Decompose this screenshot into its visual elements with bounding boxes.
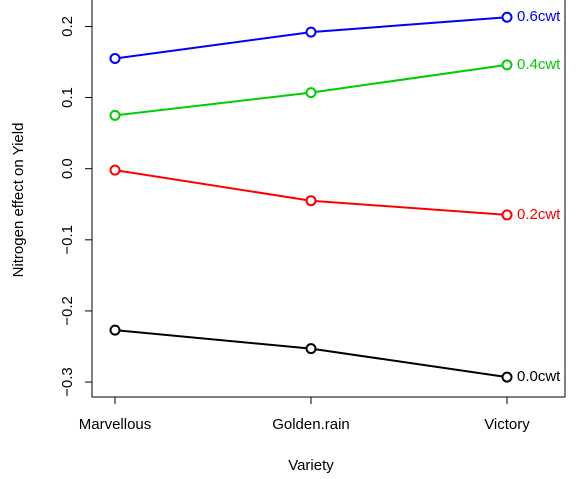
point	[305, 343, 317, 355]
x-tick-label: Marvellous	[79, 416, 152, 433]
point	[305, 87, 317, 99]
y-tick-label: −0.2	[59, 296, 76, 326]
point	[305, 195, 317, 207]
point	[501, 371, 513, 383]
series-label: 0.0cwt	[517, 368, 561, 385]
series-line	[114, 16, 508, 60]
x-tick-label: Victory	[484, 416, 530, 433]
point	[109, 109, 121, 121]
y-tick-label: 0.2	[59, 16, 76, 37]
point	[501, 59, 513, 71]
y-tick-label: 0.1	[59, 87, 76, 108]
point	[501, 11, 513, 23]
y-tick-label: −0.3	[59, 367, 76, 397]
x-axis-label: Variety	[288, 457, 334, 474]
y-tick-label: −0.1	[59, 225, 76, 255]
point	[109, 164, 121, 176]
series-label: 0.6cwt	[517, 8, 561, 25]
point	[109, 52, 121, 64]
series-line	[114, 169, 508, 216]
series-label: 0.4cwt	[517, 56, 561, 73]
x-tick-label: Golden.rain	[272, 416, 350, 433]
point	[305, 26, 317, 38]
plot-frame	[91, 0, 566, 398]
point	[109, 324, 121, 336]
y-axis-label: Nitrogen effect on Yield	[10, 123, 27, 278]
point	[501, 209, 513, 221]
series-label: 0.2cwt	[517, 206, 561, 223]
y-tick-label: 0.0	[59, 158, 76, 179]
